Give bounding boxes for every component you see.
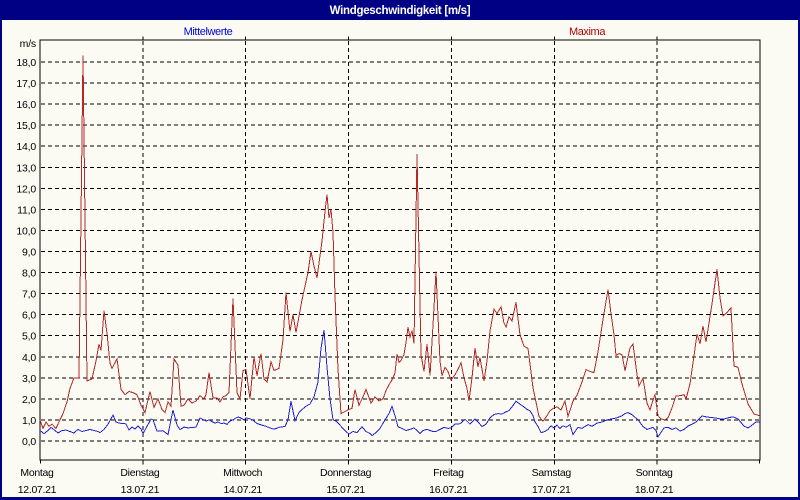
svg-text:12.07.21: 12.07.21 [18,484,57,496]
svg-text:2,0: 2,0 [22,394,36,406]
svg-text:8,0: 8,0 [22,268,36,280]
svg-text:15.07.21: 15.07.21 [326,484,365,496]
svg-text:0,0: 0,0 [22,436,36,448]
svg-text:1,0: 1,0 [22,415,36,427]
svg-text:3,0: 3,0 [22,373,36,385]
svg-text:Mittelwerte: Mittelwerte [184,26,233,38]
svg-text:Maxima: Maxima [569,26,606,38]
svg-text:12,0: 12,0 [16,183,36,195]
svg-text:6,0: 6,0 [22,310,36,322]
svg-text:Windgeschwindigkeit [m/s]: Windgeschwindigkeit [m/s] [330,5,471,17]
svg-text:17.07.21: 17.07.21 [532,484,571,496]
svg-text:Freitag: Freitag [433,467,464,479]
svg-text:5,0: 5,0 [22,331,36,343]
svg-text:11,0: 11,0 [17,204,36,216]
svg-text:14.07.21: 14.07.21 [223,484,262,496]
svg-text:Dienstag: Dienstag [120,467,160,479]
svg-text:18,0: 18,0 [16,57,36,69]
svg-text:16,0: 16,0 [16,99,36,111]
svg-text:Montag: Montag [20,467,54,479]
svg-text:m/s: m/s [20,38,36,50]
svg-text:10,0: 10,0 [16,225,36,237]
svg-text:15,0: 15,0 [16,120,36,132]
svg-text:Mittwoch: Mittwoch [223,467,262,479]
svg-text:4,0: 4,0 [22,352,36,364]
svg-text:18.07.21: 18.07.21 [635,484,674,496]
svg-text:Sonntag: Sonntag [636,467,673,479]
svg-text:Samstag: Samstag [532,467,572,479]
svg-text:Donnerstag: Donnerstag [320,467,372,479]
svg-text:9,0: 9,0 [22,247,36,259]
svg-text:16.07.21: 16.07.21 [429,484,468,496]
svg-text:17,0: 17,0 [16,78,36,90]
svg-text:13.07.21: 13.07.21 [121,484,160,496]
svg-text:13,0: 13,0 [16,162,36,174]
svg-text:14,0: 14,0 [16,141,36,153]
svg-text:7,0: 7,0 [22,289,36,301]
